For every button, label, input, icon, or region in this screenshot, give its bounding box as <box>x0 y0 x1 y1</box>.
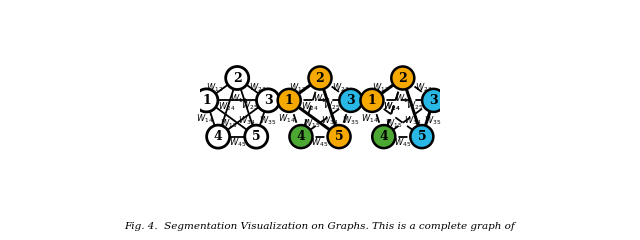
Text: 4: 4 <box>380 130 388 143</box>
Circle shape <box>308 66 332 90</box>
Circle shape <box>328 125 351 148</box>
Circle shape <box>391 66 414 90</box>
Circle shape <box>257 89 280 112</box>
Circle shape <box>244 125 268 148</box>
Circle shape <box>195 89 218 112</box>
Text: $W_{35}$: $W_{35}$ <box>342 115 359 127</box>
Text: 5: 5 <box>335 130 343 143</box>
Circle shape <box>226 66 249 90</box>
Text: $W_{23}$: $W_{23}$ <box>415 81 432 94</box>
Text: $W_{35}$: $W_{35}$ <box>259 115 276 127</box>
Text: $W_{24}$: $W_{24}$ <box>383 100 401 113</box>
Text: 1: 1 <box>367 94 376 107</box>
Text: $W_{34}$: $W_{34}$ <box>238 114 255 127</box>
Text: $W_{23}$: $W_{23}$ <box>249 81 266 94</box>
Text: $W_{24}$: $W_{24}$ <box>383 100 401 113</box>
Circle shape <box>289 125 312 148</box>
Text: $W_{12}$: $W_{12}$ <box>289 81 307 94</box>
Text: 3: 3 <box>346 94 355 107</box>
Circle shape <box>278 89 301 112</box>
Text: $W_{24}$: $W_{24}$ <box>218 100 235 113</box>
Text: 4: 4 <box>214 130 223 143</box>
Text: $W_{35}$: $W_{35}$ <box>424 115 442 127</box>
Circle shape <box>372 125 396 148</box>
Text: $W_{45}$: $W_{45}$ <box>228 137 246 149</box>
Text: $W_{15}$: $W_{15}$ <box>220 118 237 130</box>
Circle shape <box>410 125 433 148</box>
Text: $W_{14}$: $W_{14}$ <box>196 113 213 126</box>
Text: $W_{13}$: $W_{13}$ <box>312 92 330 105</box>
Text: $W_{24}$: $W_{24}$ <box>301 100 318 113</box>
Text: $W_{34}$: $W_{34}$ <box>321 114 339 127</box>
Text: $W_{25}$: $W_{25}$ <box>241 100 258 112</box>
Text: $W_{15}$: $W_{15}$ <box>385 118 403 130</box>
Text: 3: 3 <box>264 94 273 107</box>
Text: 2: 2 <box>316 72 324 84</box>
Text: 5: 5 <box>252 130 260 143</box>
Text: 3: 3 <box>429 94 438 107</box>
Circle shape <box>422 89 445 112</box>
Text: $W_{15}$: $W_{15}$ <box>303 118 320 130</box>
Text: $W_{34}$: $W_{34}$ <box>404 114 421 127</box>
Text: 2: 2 <box>399 72 407 84</box>
Text: $W_{13}$: $W_{13}$ <box>230 92 247 105</box>
Text: $W_{45}$: $W_{45}$ <box>394 137 412 149</box>
Text: 1: 1 <box>202 94 211 107</box>
Circle shape <box>339 89 362 112</box>
Text: 2: 2 <box>233 72 241 84</box>
Text: $W_{12}$: $W_{12}$ <box>207 81 223 94</box>
Text: 1: 1 <box>285 94 294 107</box>
Text: $W_{25}$: $W_{25}$ <box>406 100 423 112</box>
Text: 5: 5 <box>417 130 426 143</box>
Text: $W_{25}$: $W_{25}$ <box>323 100 340 112</box>
Text: $W_{13}$: $W_{13}$ <box>396 92 413 105</box>
Circle shape <box>207 125 230 148</box>
Text: $W_{12}$: $W_{12}$ <box>372 81 389 94</box>
Circle shape <box>360 89 383 112</box>
Text: $W_{45}$: $W_{45}$ <box>312 137 328 149</box>
Text: Fig. 4.  Segmentation Visualization on Graphs. This is a complete graph of: Fig. 4. Segmentation Visualization on Gr… <box>125 222 515 231</box>
Text: $W_{14}$: $W_{14}$ <box>278 113 296 126</box>
Text: $W_{23}$: $W_{23}$ <box>332 81 349 94</box>
Text: $W_{14}$: $W_{14}$ <box>361 113 379 126</box>
Text: 4: 4 <box>296 130 305 143</box>
